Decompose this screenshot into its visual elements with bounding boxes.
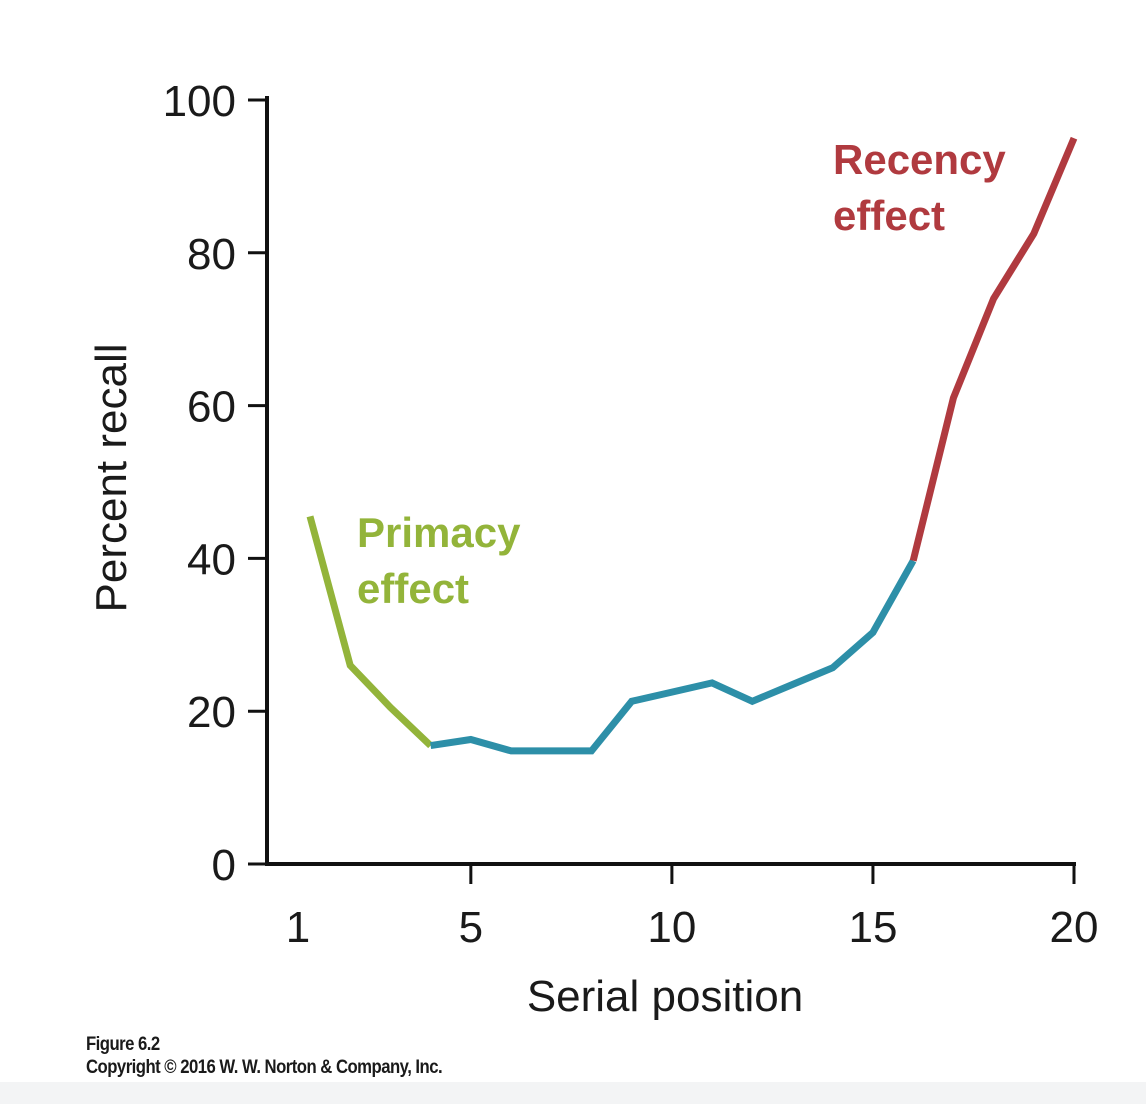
primacy-annotation: Primacy effect [357,509,532,612]
y-tick-label-80: 80 [187,230,236,279]
figure-label: Figure 6.2 [86,1034,160,1055]
primacy-annotation-line1: Primacy [357,509,521,556]
y-tick-label-60: 60 [187,383,236,432]
x-tick-label-15: 15 [848,903,897,952]
x-ticks: 1 5 10 15 20 [286,864,1099,952]
series-group [306,136,1078,755]
x-tick-label-1: 1 [286,903,310,952]
recency-annotation: Recency effect [833,136,1017,239]
copyright-notice: Copyright © 2016 W. W. Norton & Company,… [86,1057,443,1078]
bottom-band [0,1082,1146,1104]
x-axis-title: Serial position [527,972,803,1021]
x-tick-label-20: 20 [1050,903,1099,952]
y-ticks: 0 20 40 60 80 100 [163,77,267,890]
recency-annotation-line2: effect [833,192,945,239]
y-tick-label-100: 100 [163,77,236,126]
x-tick-label-5: 5 [459,903,483,952]
y-tick-label-0: 0 [212,841,236,890]
series-line-primacy-segment [306,515,434,749]
series-line-recency-segment [909,136,1078,562]
y-tick-label-20: 20 [187,688,236,737]
series-line-middle-segment [430,558,917,755]
x-tick-label-10: 10 [647,903,696,952]
primacy-annotation-line2: effect [357,565,469,612]
y-tick-label-40: 40 [187,535,236,584]
y-axis-title: Percent recall [87,343,136,612]
recency-annotation-line1: Recency [833,136,1006,183]
